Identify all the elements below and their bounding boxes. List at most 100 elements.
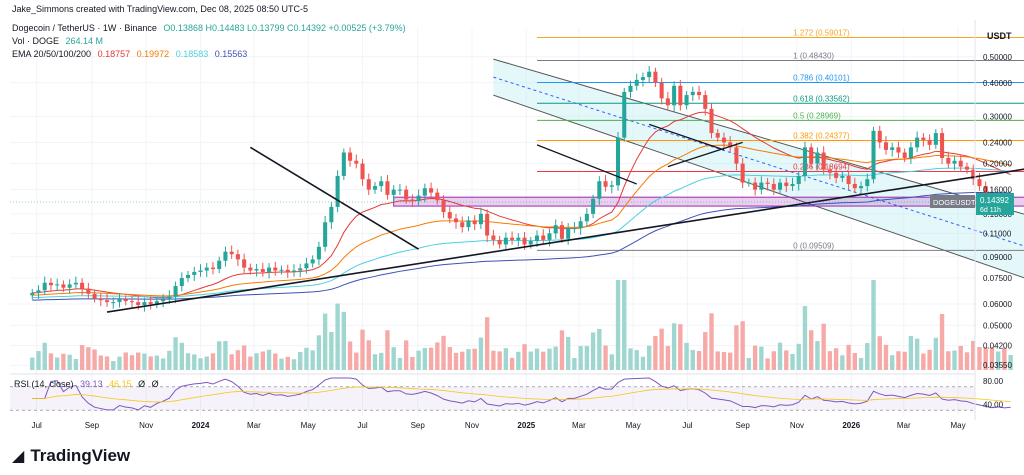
volume-bar-25: [185, 353, 191, 370]
candle-body-133: [859, 186, 864, 189]
volume-bar-54: [366, 340, 371, 370]
volume-bar-78: [516, 351, 521, 370]
candle-body-85: [559, 225, 564, 239]
candle-body-77: [510, 237, 515, 240]
volume-bar-96: [628, 348, 633, 370]
volume-bar-107: [696, 350, 702, 370]
candle-body-114: [740, 163, 745, 183]
volume-bar-126: [815, 341, 820, 370]
volume-bar-53: [360, 329, 365, 370]
candle-body-68: [453, 218, 459, 223]
candle-body-146: [940, 133, 945, 158]
candle-body-150: [964, 166, 970, 170]
volume-value: 264.14 M: [65, 36, 104, 46]
volume-bar-94: [615, 280, 621, 370]
volume-bar-29: [210, 353, 216, 370]
candle-body-141: [908, 147, 913, 158]
candle-body-79: [522, 237, 527, 245]
volume-bar-70: [466, 349, 471, 370]
candle-body-76: [503, 237, 508, 245]
candle-body-135: [871, 130, 876, 180]
volume-bar-77: [509, 357, 515, 370]
candle-body-147: [946, 157, 951, 164]
candle-body-5: [61, 284, 66, 288]
volume-bar-108: [703, 332, 708, 370]
volume-bar-13: [111, 361, 116, 370]
candle-body-49: [335, 175, 340, 207]
volume-bar-3: [48, 353, 54, 370]
volume-bar-87: [572, 358, 577, 370]
candle-body-71: [472, 220, 477, 225]
candle-body-55: [372, 186, 378, 190]
volume-bar-85: [559, 330, 565, 370]
volume-bar-34: [241, 345, 247, 370]
candle-body-52: [354, 160, 359, 164]
time-tick-10: Mar: [572, 421, 586, 430]
candle-body-31: [223, 251, 228, 261]
candle-body-117: [759, 182, 764, 190]
ema-20-value: 0.18757: [97, 49, 131, 59]
time-tick-6: Jul: [357, 421, 367, 430]
volume-bar-59: [397, 358, 403, 370]
candle-body-75: [497, 239, 502, 245]
time-tick-12: Jul: [682, 421, 692, 430]
candle-body-130: [840, 175, 845, 178]
candle-body-128: [827, 169, 832, 173]
candle-body-13: [111, 302, 116, 304]
candle-body-93: [609, 185, 614, 187]
support-zone-rect: [393, 196, 1024, 207]
rsi-band: [10, 386, 975, 411]
candle-body-1: [36, 290, 41, 293]
volume-bar-155: [995, 351, 1001, 370]
volume-bar-151: [971, 340, 976, 370]
volume-bar-33: [235, 350, 241, 370]
fibonacci-retracement: 1.272 (0.59017) 1 (0.48430) 0.786 (0.40101…: [537, 28, 1024, 251]
candle-body-38: [267, 267, 272, 272]
volume-bar-43: [298, 351, 303, 370]
volume-bar-64: [428, 347, 434, 370]
volume-bar-133: [858, 357, 864, 370]
candle-body-45: [310, 259, 315, 264]
candle-body-103: [672, 85, 677, 106]
volume-bar-51: [347, 341, 353, 370]
volume-legend: Vol · DOGE 264.14 M: [12, 36, 107, 46]
candle-body-65: [435, 192, 440, 201]
time-tick-13: Sep: [736, 421, 751, 430]
volume-bar-55: [372, 354, 378, 370]
trendline-2: [536, 144, 637, 185]
candle-body-48: [329, 206, 334, 223]
candle-body-53: [360, 163, 365, 180]
rsi-ma-value: 46.15: [109, 379, 132, 389]
volume-bar-20: [154, 355, 160, 370]
ema-100-value: 0.18583: [175, 49, 209, 59]
candle-body-10: [92, 293, 97, 299]
symbol-legend: Dogecoin / TetherUS · 1W · Binance O0.13…: [12, 23, 410, 33]
candle-body-24: [179, 278, 184, 287]
candle-body-62: [416, 195, 421, 202]
trendline-3: [648, 123, 725, 151]
volume-bar-88: [578, 346, 583, 370]
price-badge-countdown: 6d 11h: [980, 207, 1001, 214]
channel-lower: [493, 94, 1024, 279]
volume-bar-52: [354, 352, 359, 370]
symbol-pair: Dogecoin / TetherUS · 1W · Binance: [12, 23, 157, 33]
candle-body-116: [753, 182, 758, 190]
volume-bar-121: [784, 350, 789, 370]
volume-bar-153: [983, 347, 988, 370]
volume-bar-101: [659, 328, 664, 370]
candle-body-61: [410, 199, 415, 202]
volume-bar-106: [690, 349, 695, 370]
volume-bar-24: [179, 342, 184, 370]
volume-bar-83: [547, 348, 552, 370]
volume-bar-48: [329, 332, 334, 370]
price-tick-11: 0.05000: [983, 321, 1012, 330]
tradingview-brand: ◢ TradingView: [12, 446, 130, 466]
volume-bar-8: [79, 345, 85, 370]
candle-body-26: [192, 271, 197, 275]
time-tick-7: Sep: [411, 421, 426, 430]
volume-bar-119: [771, 351, 776, 370]
volume-bar-60: [403, 340, 409, 370]
candle-body-72: [478, 213, 483, 225]
volume-bar-41: [285, 356, 290, 370]
